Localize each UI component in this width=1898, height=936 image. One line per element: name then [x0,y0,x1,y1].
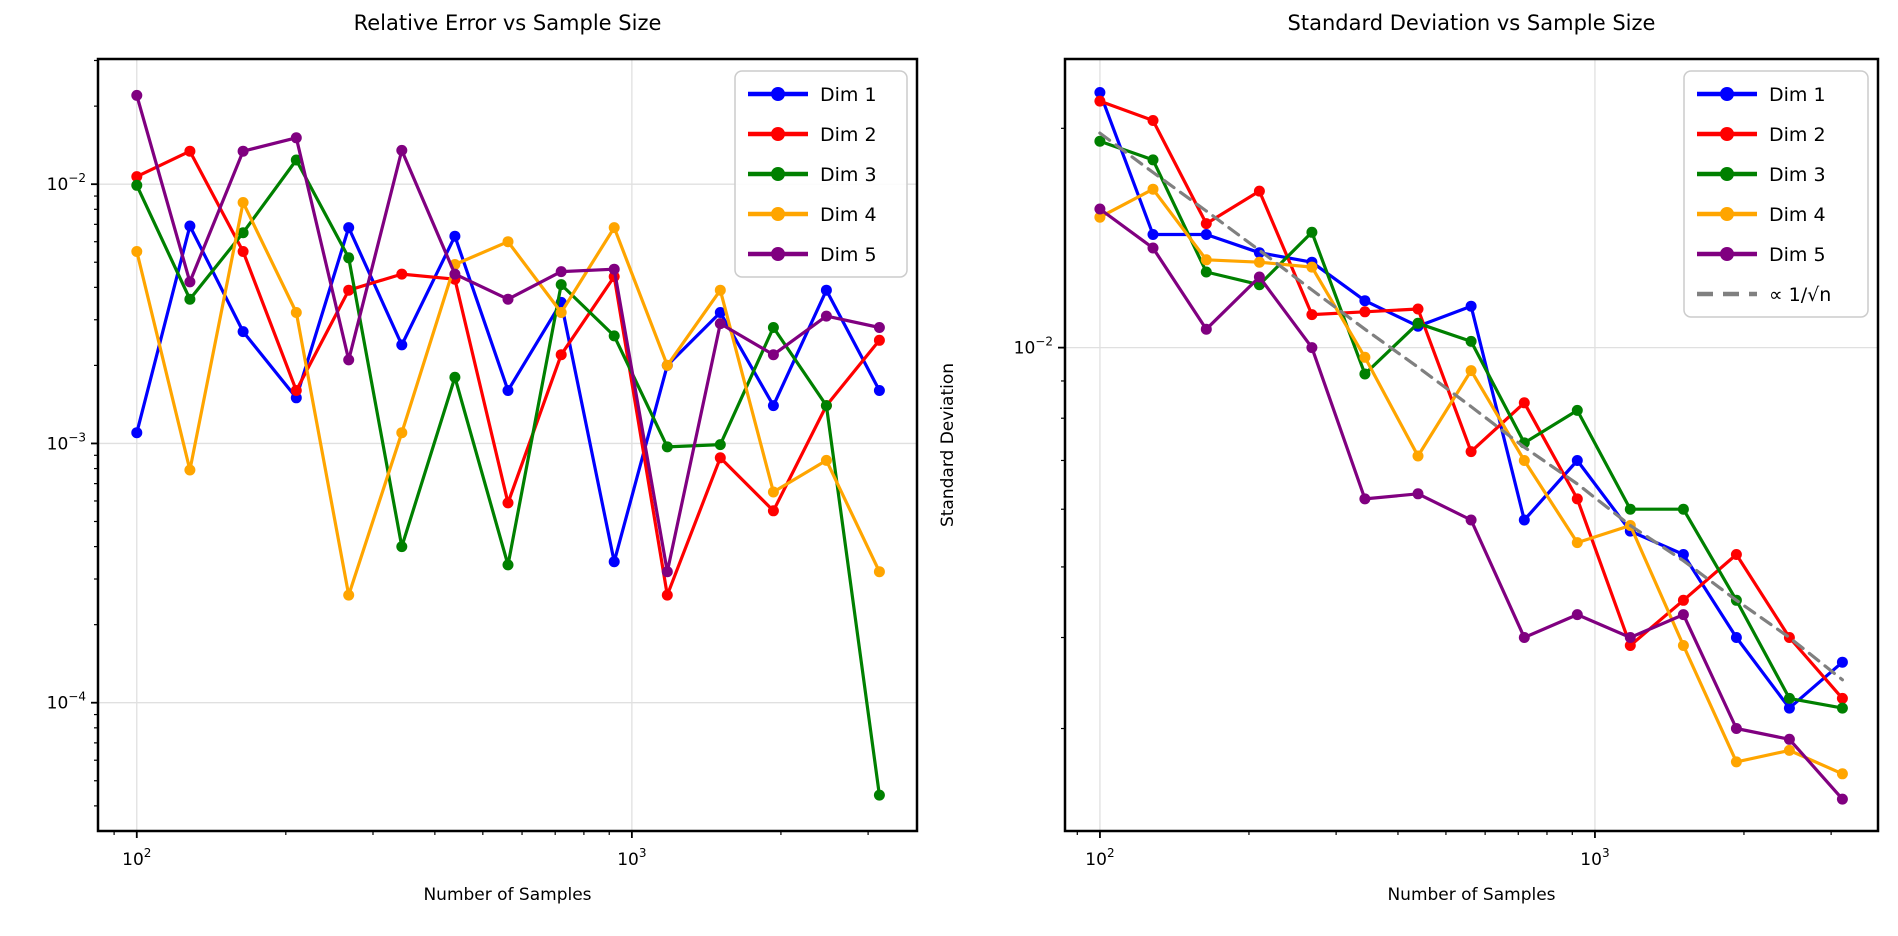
grid-lines [98,59,917,831]
y-tick-label: 10−2 [47,171,86,195]
x-tick-label: 102 [122,846,151,870]
legend-item-dim-5: Dim 5 [1697,244,1826,266]
y-tick-label: 10−3 [47,430,86,454]
series-dim-2 [131,145,885,601]
y-tick-label: 10−4 [47,690,86,714]
tick-labels: 102 103 10−2 10−3 10−4 [47,171,647,870]
series-dim-5 [131,89,885,578]
legend-item-label: Dim 1 [820,84,877,106]
legend-item-label: Dim 2 [1769,124,1826,146]
legend-item-label: Dim 5 [1769,244,1826,266]
left-xaxis-label: Number of Samples [423,885,592,905]
axes-spines [1063,57,1880,833]
legend-item-dim-2: Dim 2 [748,124,877,146]
series-dim-4 [131,197,885,601]
legend-item-label: Dim 5 [820,244,877,266]
legend-item-label: Dim 4 [820,204,877,226]
axis-ticks [1058,127,1832,838]
series-dim-4 [1094,183,1848,780]
legend: Dim 1 Dim 2 Dim 3 Dim 4 Dim 5 ∝ 1/√n [1683,70,1869,318]
standard-deviation-plot: 102 103 10−2 Dim 1 Dim 2 Dim 3 Dim 4 Dim 5 ∝ 1/√… [1014,57,1880,870]
tick-labels: 102 103 10−2 [1014,335,1610,870]
right-chart-title: Standard Deviation vs Sample Size [1287,11,1656,35]
series-dim-5 [1094,203,1848,805]
x-tick-label: 103 [617,846,646,870]
legend-item-dim-3: Dim 3 [748,164,877,186]
legend-item-label: Dim 3 [1769,164,1826,186]
legend-item-label: Dim 1 [1769,84,1826,106]
legend: Dim 1 Dim 2 Dim 3 Dim 4 Dim 5 [734,70,908,278]
left-chart-title: Relative Error vs Sample Size [353,11,662,35]
axes-spines [96,57,919,833]
axis-ticks [91,59,869,838]
legend-item-dim-4: Dim 4 [748,204,877,226]
legend-item-label: Dim 3 [820,164,877,186]
legend-item-dim-1: Dim 1 [1697,84,1826,106]
legend-item-dim-4: Dim 4 [1697,204,1826,226]
right-xaxis-label: Number of Samples [1387,885,1556,905]
y-tick-label: 10−2 [1014,335,1053,359]
legend-item-dim-5: Dim 5 [748,244,877,266]
legend-item-dim-3: Dim 3 [1697,164,1826,186]
legend-item--1-n: ∝ 1/√n [1697,284,1831,306]
legend-item-dim-2: Dim 2 [1697,124,1826,146]
legend-item-label: Dim 2 [820,124,877,146]
x-tick-label: 102 [1085,846,1114,870]
right-yaxis-label: Standard Deviation [938,362,958,528]
series-dim-3 [1094,135,1848,714]
legend-item-dim-1: Dim 1 [748,84,877,106]
right-yaxis-label-wrap: Standard Deviation [928,59,968,831]
series-dim-3 [131,154,885,801]
legend-item-label: Dim 4 [1769,204,1826,226]
legend-item-label: ∝ 1/√n [1769,284,1831,306]
x-tick-label: 103 [1580,846,1609,870]
series--1-n [1098,131,1845,682]
